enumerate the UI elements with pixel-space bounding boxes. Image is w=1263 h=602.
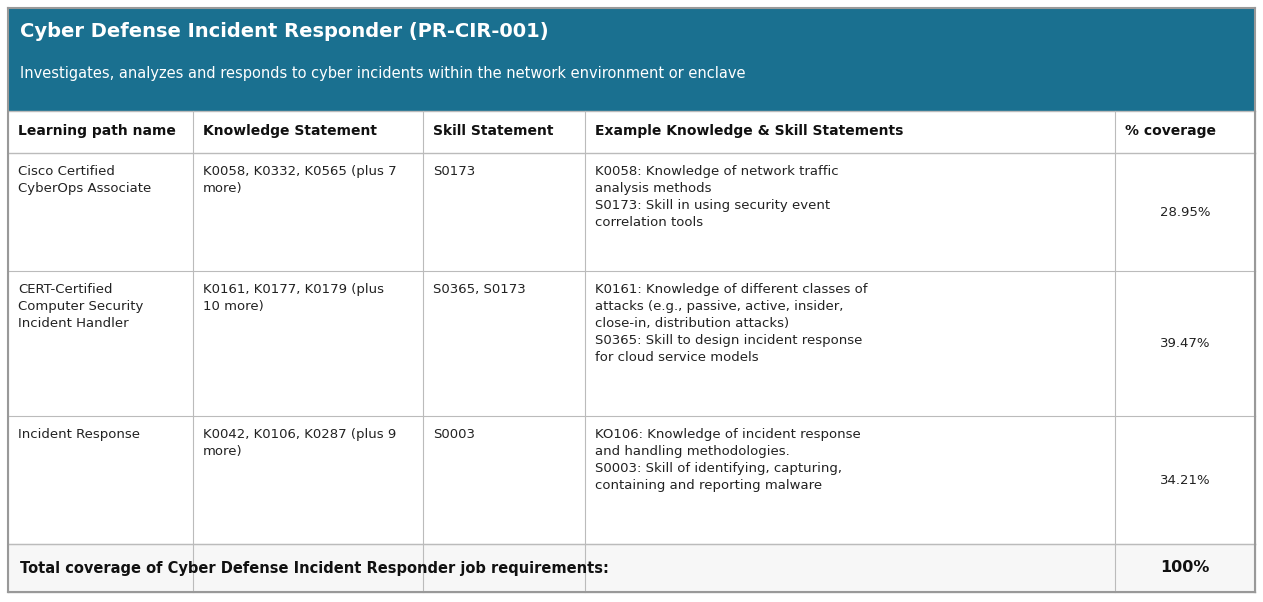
Text: K0058: Knowledge of network traffic
analysis methods
S0173: Skill in using secur: K0058: Knowledge of network traffic anal… [595,165,839,229]
Text: S0365, S0173: S0365, S0173 [433,283,525,296]
Text: Investigates, analyzes and responds to cyber incidents within the network enviro: Investigates, analyzes and responds to c… [20,66,745,81]
Text: K0161, K0177, K0179 (plus
10 more): K0161, K0177, K0179 (plus 10 more) [202,283,384,313]
Text: 100%: 100% [1161,560,1210,576]
Text: K0042, K0106, K0287 (plus 9
more): K0042, K0106, K0287 (plus 9 more) [202,428,395,458]
Text: Total coverage of Cyber Defense Incident Responder job requirements:: Total coverage of Cyber Defense Incident… [20,560,609,576]
Text: 34.21%: 34.21% [1159,474,1210,486]
Text: 39.47%: 39.47% [1159,337,1210,350]
Bar [8,8,1255,111]
Text: Skill Statement: Skill Statement [433,124,553,138]
Text: S0003: S0003 [433,428,475,441]
Text: % coverage: % coverage [1125,124,1216,138]
Text: Incident Response: Incident Response [18,428,140,441]
Text: S0173: S0173 [433,165,475,178]
Text: Learning path name: Learning path name [18,124,176,138]
Bar [8,111,1255,153]
Text: KO106: Knowledge of incident response
and handling methodologies.
S0003: Skill o: KO106: Knowledge of incident response an… [595,428,861,492]
Text: Knowledge Statement: Knowledge Statement [202,124,376,138]
Bar [8,271,1255,416]
Bar [8,416,1255,544]
Bar [8,153,1255,271]
Text: K0161: Knowledge of different classes of
attacks (e.g., passive, active, insider: K0161: Knowledge of different classes of… [595,283,868,364]
Text: 28.95%: 28.95% [1159,205,1210,219]
Bar [8,544,1255,592]
Text: CERT-Certified
Computer Security
Incident Handler: CERT-Certified Computer Security Inciden… [18,283,144,330]
Text: Cisco Certified
CyberOps Associate: Cisco Certified CyberOps Associate [18,165,152,195]
Text: Cyber Defense Incident Responder (PR-CIR-001): Cyber Defense Incident Responder (PR-CIR… [20,22,548,41]
Text: K0058, K0332, K0565 (plus 7
more): K0058, K0332, K0565 (plus 7 more) [202,165,397,195]
Text: Example Knowledge & Skill Statements: Example Knowledge & Skill Statements [595,124,904,138]
